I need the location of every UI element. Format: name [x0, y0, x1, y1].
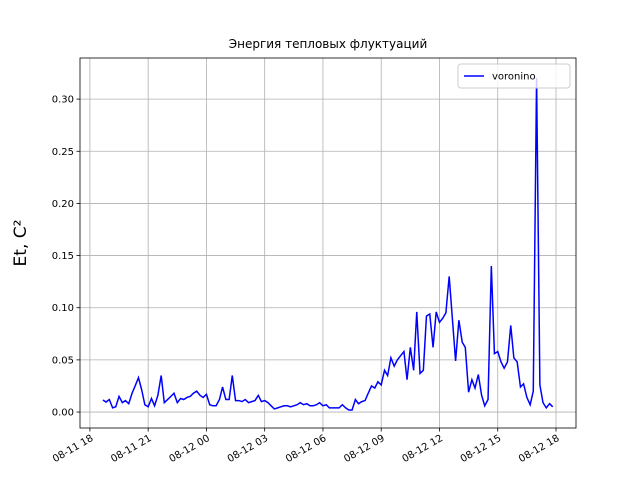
y-axis-label: Et, C²: [11, 220, 31, 267]
legend-label: voronino: [492, 72, 536, 83]
legend: voronino: [457, 63, 571, 89]
axes-frame: [79, 57, 577, 429]
y-tick-label: 0.00: [52, 408, 74, 419]
y-tick-label: 0.10: [52, 303, 74, 314]
y-tick-label: 0.25: [52, 147, 74, 158]
y-tick-label: 0.20: [52, 199, 74, 210]
chart-title: Энергия тепловых флуктуаций: [229, 37, 428, 51]
y-tick-label: 0.30: [52, 95, 74, 106]
data-line: [102, 78, 554, 411]
y-tick-label: 0.05: [52, 355, 74, 366]
y-tick-label: 0.15: [52, 251, 74, 262]
legend-box: [457, 63, 571, 89]
